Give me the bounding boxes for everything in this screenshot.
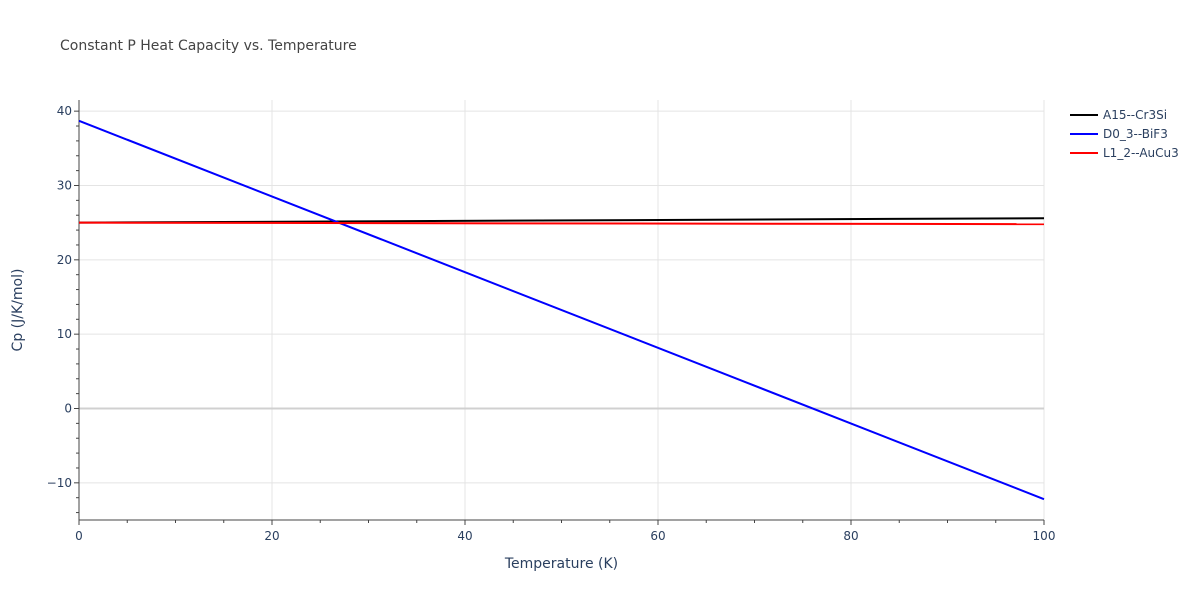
x-tick-labels: 0 20 40 60 80 100 [75,529,1055,543]
y-tick-label: 30 [57,178,72,192]
chart-title: Constant P Heat Capacity vs. Temperature [60,38,357,54]
x-tick-label: 0 [75,529,83,543]
x-tick-label: 100 [1033,529,1056,543]
y-tick-label: 40 [57,104,72,118]
axes [74,100,1045,525]
legend-label: L1_2--AuCu3 [1103,146,1179,160]
y-tick-label: 10 [57,327,72,341]
series-line-L1_2--AuCu3 [78,221,1045,226]
legend-label: A15--Cr3Si [1103,108,1167,122]
x-tick-label: 60 [650,529,665,543]
legend-label: D0_3--BiF3 [1103,127,1168,141]
x-tick-label: 80 [843,529,858,543]
x-axis-title: Temperature (K) [504,556,618,572]
series-lines [78,119,1045,501]
grid [79,100,1045,520]
y-tick-label: 0 [64,401,72,415]
legend: A15--Cr3Si D0_3--BiF3 L1_2--AuCu3 [1070,108,1179,160]
series-line-D0_3--BiF3 [78,119,1045,501]
y-tick-labels: −10 0 10 20 30 40 [47,104,72,490]
y-tick-label: 20 [57,253,72,267]
x-tick-label: 20 [264,529,279,543]
y-tick-label: −10 [47,476,72,490]
y-axis-title: Cp (J/K/mol) [10,269,26,352]
x-tick-label: 40 [457,529,472,543]
